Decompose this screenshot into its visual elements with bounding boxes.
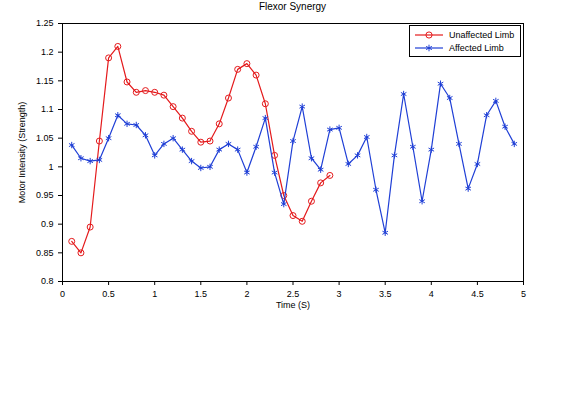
html-text:Unaffected Limb: Unaffected Limb	[449, 29, 515, 40]
svg-text:0.5: 0.5	[102, 289, 115, 299]
svg-text:1.1: 1.1	[41, 104, 54, 114]
svg-text:1.5: 1.5	[195, 289, 208, 299]
svg-text:Time (S): Time (S)	[276, 300, 310, 310]
svg-text:3: 3	[337, 289, 342, 299]
svg-text:5: 5	[521, 289, 526, 299]
svg-text:0: 0	[60, 289, 65, 299]
html-text:Flexor Synergy: Flexor Synergy	[258, 1, 327, 12]
svg-text:1.05: 1.05	[36, 133, 54, 143]
svg-text:2: 2	[244, 289, 249, 299]
svg-text:1.2: 1.2	[41, 47, 54, 57]
svg-text:1.25: 1.25	[36, 18, 54, 28]
svg-text:0.85: 0.85	[36, 248, 54, 258]
svg-text:2.5: 2.5	[287, 289, 300, 299]
svg-text:4: 4	[429, 289, 434, 299]
html-text:Affected Limb: Affected Limb	[449, 42, 504, 53]
svg-text:0.9: 0.9	[41, 219, 54, 229]
svg-text:0.8: 0.8	[41, 276, 54, 286]
svg-text:1: 1	[152, 289, 157, 299]
svg-text:3.5: 3.5	[379, 289, 392, 299]
svg-text:1.15: 1.15	[36, 76, 54, 86]
svg-text:4.5: 4.5	[471, 289, 484, 299]
svg-text:Motor Intensity (Strength): Motor Intensity (Strength)	[17, 102, 27, 204]
svg-text:1: 1	[48, 162, 53, 172]
svg-text:0.95: 0.95	[36, 190, 54, 200]
